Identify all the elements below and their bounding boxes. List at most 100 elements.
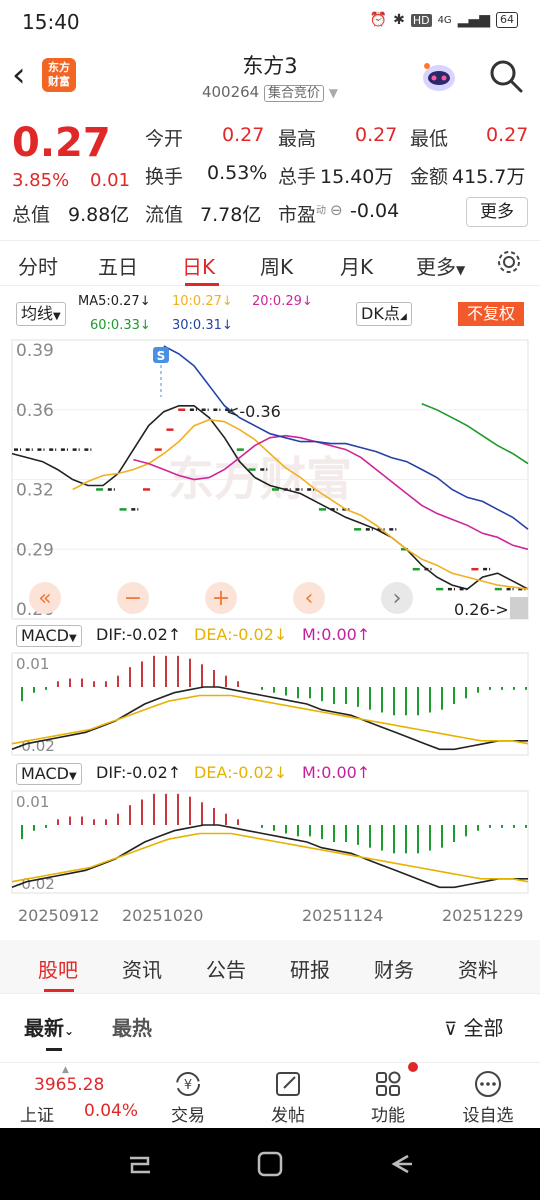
macd-selector-2-label: MACD [21, 764, 69, 783]
tab-news[interactable]: 资讯 [122, 958, 162, 982]
logo-text-top: 东方 [48, 61, 70, 74]
macd2-dea: DEA:-0.02↓ [194, 763, 288, 782]
tab-intraday[interactable]: 分时 [18, 255, 58, 279]
nav-trade-label: 交易 [171, 1106, 205, 1126]
control-glyph: « [38, 586, 51, 611]
trade-yen-icon: ¥ [176, 1072, 200, 1096]
macd2-dea-text: DEA:-0.02 [194, 763, 274, 782]
sort-hottest[interactable]: 最热 [112, 1016, 152, 1040]
control-glyph: ‹ [305, 586, 314, 611]
more-dots-icon [475, 1071, 501, 1097]
macd-selector-1-label: MACD [21, 626, 69, 645]
dk-point-selector[interactable]: DK点◢ [356, 302, 412, 326]
price-tick-label: 0.32 [16, 480, 54, 500]
change-amount: 0.01 [90, 170, 131, 191]
hd-icon: HD [410, 13, 432, 27]
tab-monthly-k[interactable]: 月K [340, 255, 374, 279]
legend-ma5-text: MA5:0.27 [78, 294, 140, 309]
notification-dot [408, 1062, 418, 1072]
index-ticker[interactable]: ▲ 3965.28 上证 0.04% [0, 1063, 140, 1129]
nav-watchlist[interactable]: 设自选 [448, 1069, 528, 1126]
ma-selector[interactable]: 均线▼ [16, 302, 66, 326]
scroll-start-button[interactable]: « [29, 582, 61, 614]
macd-dea-line [11, 832, 529, 883]
recents-icon[interactable] [126, 1150, 154, 1178]
tab-announcements[interactable]: 公告 [206, 958, 246, 982]
macd-selector-2[interactable]: MACD▼ [16, 763, 82, 785]
ma-line-ma30 [163, 345, 529, 530]
back-button[interactable]: ‹ [12, 55, 26, 95]
tab-five-day[interactable]: 五日 [98, 255, 138, 279]
low-value: 0.27 [486, 124, 529, 146]
edit-icon [276, 1072, 300, 1096]
rights-adjust-button[interactable]: 不复权 [458, 302, 524, 326]
settings-gear-icon[interactable] [496, 249, 522, 275]
macd-selector-1[interactable]: MACD▼ [16, 625, 82, 647]
scroll-right-button[interactable]: › [381, 582, 413, 614]
tab-finance[interactable]: 财务 [374, 958, 414, 982]
chevron-down-icon: ⌄ [64, 1024, 75, 1038]
max-price-label: <-0.36 [226, 402, 281, 421]
price-tick-label: 0.36 [16, 401, 54, 421]
zoom-out-button[interactable]: − [117, 582, 149, 614]
corner-arrow-icon: ◢ [399, 312, 407, 322]
kline-chart[interactable]: 东方财富 0.390.360.320.290.26 0.01-0.02 0.01… [0, 335, 540, 935]
active-tab-indicator [185, 283, 219, 286]
tab-daily-k[interactable]: 日K [182, 255, 216, 279]
nav-post[interactable]: 发帖 [248, 1069, 328, 1126]
auction-badge: 集合竞价 [264, 85, 325, 102]
more-quote-button[interactable]: 更多 [466, 197, 528, 227]
high-value: 0.27 [355, 124, 398, 146]
chart-controls: S <-0.36 0.26-> « − + ‹ › [29, 347, 528, 619]
macd1-m-text: M:0.00 [302, 625, 357, 644]
ma-lines [11, 345, 529, 590]
caret-down-icon: ▼ [68, 633, 77, 644]
tab-more[interactable]: 更多▼ [416, 251, 465, 280]
turnover-label: 换手 [145, 166, 184, 188]
status-icons: ⏰ ✱ HD 4G ▂▄▆ 64 [370, 12, 518, 28]
search-icon[interactable] [488, 58, 524, 94]
float-mv-label: 流值 [145, 204, 184, 226]
tab-research[interactable]: 研报 [290, 958, 330, 982]
pe-superscript: 动 [316, 205, 327, 217]
volume-value: 15.40万 [320, 166, 394, 188]
macd1-dif-text: DIF:-0.02 [96, 625, 168, 644]
nav-features[interactable]: 功能 [348, 1069, 428, 1126]
tab-guba[interactable]: 股吧 [38, 958, 78, 982]
min-price-label: 0.26-> [454, 600, 509, 619]
filter-all[interactable]: ⊽ 全部 [444, 1012, 504, 1041]
alarm-icon: ⏰ [369, 12, 388, 28]
ma-selector-label: 均线 [21, 304, 54, 323]
caret-up-icon: ▲ [62, 1065, 69, 1075]
control-circle [293, 582, 325, 614]
tab-profile[interactable]: 资料 [458, 958, 498, 982]
svg-text:¥: ¥ [184, 1078, 192, 1093]
sort-latest[interactable]: 最新⌄ [24, 1012, 74, 1041]
control-glyph: › [393, 586, 402, 611]
amount-value: 415.7万 [452, 166, 526, 188]
zoom-in-button[interactable]: + [205, 582, 237, 614]
home-icon[interactable] [256, 1150, 284, 1178]
info-icon[interactable]: ⊖ [330, 201, 343, 219]
back-nav-icon[interactable] [386, 1150, 414, 1178]
network-label: 4G [437, 14, 452, 26]
ma-line-ma20 [133, 434, 529, 551]
high-label: 最高 [278, 128, 317, 150]
macd2-m-text: M:0.00 [302, 763, 357, 782]
total-mv-label: 总值 [12, 204, 51, 226]
tab-weekly-k[interactable]: 周K [260, 255, 294, 279]
legend-ma20-text: 20:0.29 [252, 294, 302, 309]
pe-label: 市盈动 [278, 200, 326, 227]
stock-subtitle[interactable]: 400264 集合竞价 ▼ [0, 82, 540, 102]
date-tick-label: 20251124 [302, 906, 383, 925]
filter-all-label: 全部 [463, 1016, 504, 1040]
macd2-dif: DIF:-0.02↑ [96, 763, 182, 782]
sort-latest-label: 最新 [24, 1016, 64, 1040]
ma-line-ma60 [421, 403, 529, 465]
scroll-left-button[interactable]: ‹ [293, 582, 325, 614]
pe-value: -0.04 [350, 200, 400, 222]
nav-trade[interactable]: ¥ 交易 [148, 1069, 228, 1126]
assistant-robot-icon[interactable] [420, 58, 458, 96]
stock-title: 东方3 [242, 54, 298, 78]
macd2-m: M:0.00↑ [302, 763, 371, 782]
